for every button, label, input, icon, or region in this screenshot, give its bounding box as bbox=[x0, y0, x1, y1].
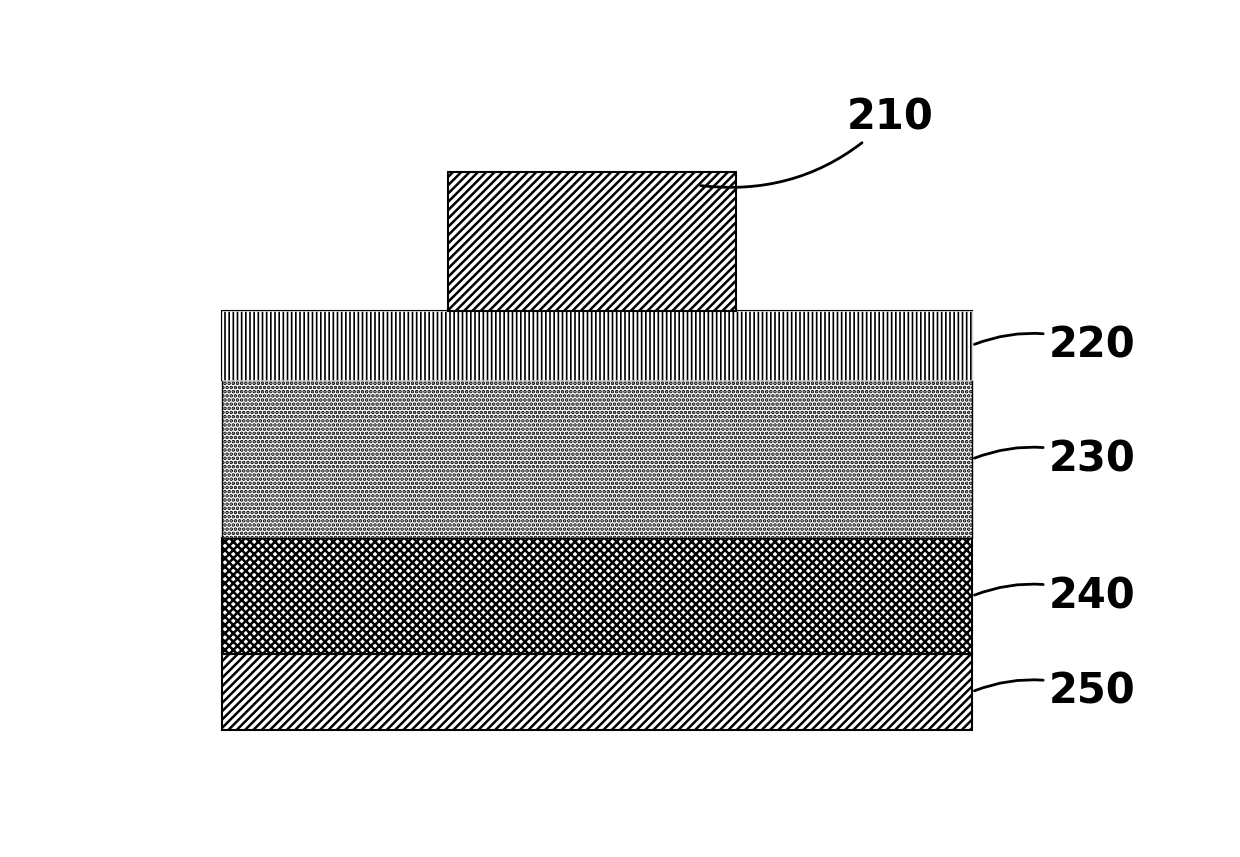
Bar bbox=[222, 311, 972, 380]
Bar bbox=[222, 654, 972, 730]
Bar bbox=[222, 654, 972, 730]
Text: 230: 230 bbox=[975, 438, 1136, 480]
Bar bbox=[222, 380, 972, 538]
Bar bbox=[222, 538, 972, 654]
Bar bbox=[448, 172, 737, 311]
Text: 250: 250 bbox=[975, 671, 1136, 713]
Bar bbox=[222, 380, 972, 538]
Text: 220: 220 bbox=[975, 324, 1136, 366]
Text: 240: 240 bbox=[975, 575, 1136, 617]
Text: 210: 210 bbox=[701, 96, 934, 188]
Bar bbox=[448, 172, 737, 311]
Bar bbox=[222, 311, 972, 380]
Bar bbox=[222, 538, 972, 654]
